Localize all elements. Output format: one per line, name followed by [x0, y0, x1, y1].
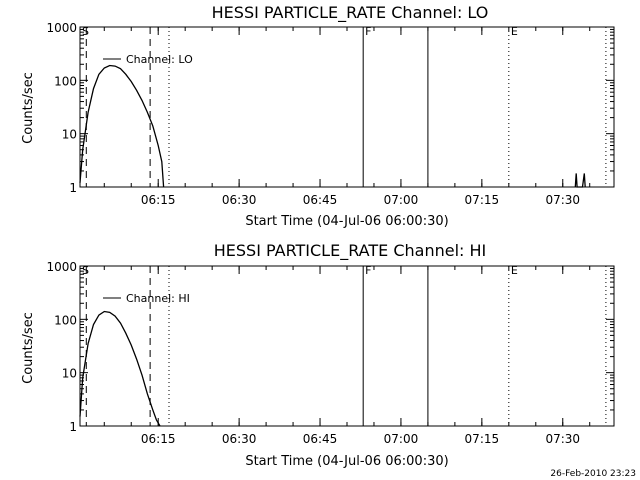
- x-tick-label: 07:30: [545, 432, 580, 446]
- x-tick-label: 07:30: [545, 193, 580, 207]
- plot-frame: [79, 26, 615, 188]
- y-tick-label: 1: [69, 420, 77, 434]
- legend-label: Channel: LO: [126, 53, 193, 66]
- legend: Channel: LO: [103, 53, 193, 66]
- y-tick-label: 1000: [46, 260, 77, 274]
- x-tick-label: 06:45: [303, 432, 338, 446]
- x-axis-label: Start Time (04-Jul-06 06:00:30): [245, 214, 448, 229]
- legend-label: Channel: HI: [126, 292, 190, 305]
- chart-title: HESSI PARTICLE_RATE Channel: LO: [212, 3, 489, 23]
- chart-title: HESSI PARTICLE_RATE Channel: HI: [214, 241, 487, 261]
- x-tick-label: 07:00: [384, 193, 419, 207]
- x-axis-label: Start Time (04-Jul-06 06:00:30): [245, 454, 448, 469]
- y-tick-label: 100: [54, 74, 77, 88]
- y-tick-label: 1000: [46, 21, 77, 35]
- y-tick-label: 10: [62, 128, 77, 142]
- x-tick-label: 07:15: [465, 193, 500, 207]
- marker-label: F: [365, 25, 371, 38]
- marker-label: S: [82, 25, 89, 38]
- x-tick-label: 06:45: [303, 193, 338, 207]
- y-tick-label: 100: [54, 313, 77, 327]
- y-tick-label: 1: [69, 181, 77, 195]
- x-tick-label: 06:30: [222, 193, 257, 207]
- x-tick-label: 06:30: [222, 432, 257, 446]
- x-tick-label: 06:15: [141, 432, 176, 446]
- y-tick-label: 10: [62, 367, 77, 381]
- series-line: [574, 173, 586, 188]
- marker-label: F: [365, 264, 371, 277]
- date-stamp: 26-Feb-2010 23:23: [550, 469, 636, 479]
- plot-frame: [79, 265, 615, 427]
- marker-label: E: [511, 25, 518, 38]
- x-tick-label: 07:15: [465, 432, 500, 446]
- series-line: [79, 64, 165, 188]
- marker-label: E: [511, 264, 518, 277]
- legend: Channel: HI: [103, 292, 190, 305]
- y-axis-label: Counts/sec: [21, 72, 36, 144]
- chart-panel-lo: HESSI PARTICLE_RATE Channel: LO Counts/s…: [21, 3, 615, 229]
- x-tick-label: 07:00: [384, 432, 419, 446]
- y-axis-label: Counts/sec: [21, 312, 36, 384]
- marker-label: S: [82, 264, 89, 277]
- series-line: [79, 310, 161, 427]
- chart-panel-hi: HESSI PARTICLE_RATE Channel: HI Counts/s…: [21, 241, 615, 469]
- x-tick-label: 06:15: [141, 193, 176, 207]
